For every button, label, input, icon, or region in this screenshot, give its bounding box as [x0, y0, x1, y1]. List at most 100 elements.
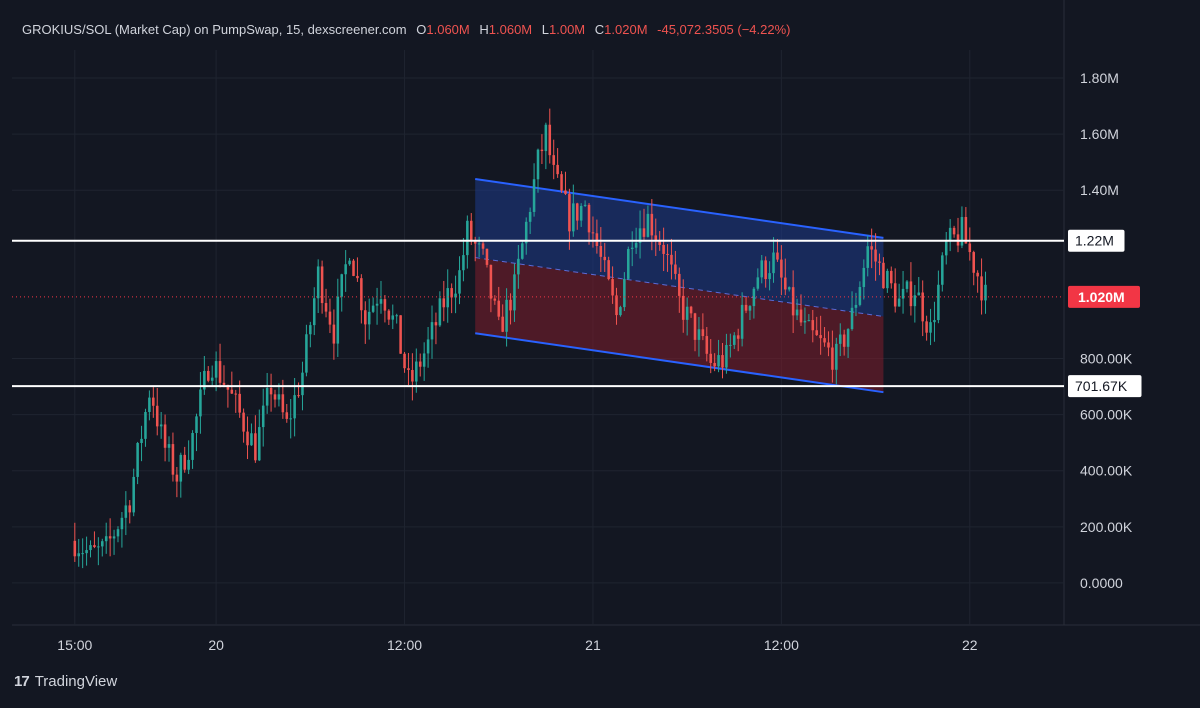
candle-body — [909, 281, 913, 307]
candle-body — [572, 203, 575, 232]
candle-body — [521, 243, 524, 259]
candle-body — [191, 432, 194, 460]
candle-body — [587, 204, 591, 233]
candle-body — [897, 298, 901, 307]
candle-body — [403, 353, 406, 369]
candle-body — [952, 227, 956, 235]
brand-label: TradingView — [34, 673, 118, 690]
candle-body — [218, 361, 222, 383]
candle-body — [540, 149, 544, 152]
candle-body — [901, 288, 905, 299]
candle-body — [850, 307, 854, 330]
candle-body — [964, 217, 968, 244]
candle-body — [583, 204, 587, 206]
candle-body — [917, 292, 921, 296]
candle-body — [619, 307, 622, 316]
candle-body — [375, 303, 379, 306]
candle-body — [320, 266, 324, 304]
candle-body — [795, 309, 799, 316]
candle-body — [152, 397, 155, 406]
candle-body — [120, 517, 124, 530]
candle-body — [882, 262, 885, 289]
candle-body — [732, 335, 736, 345]
candle-body — [842, 334, 846, 347]
candle-body — [328, 311, 332, 325]
candle-body — [360, 278, 363, 311]
candle-body — [709, 353, 712, 363]
candle-body — [222, 382, 226, 385]
candle-body — [497, 300, 501, 317]
candle-body — [332, 324, 336, 344]
candle-body — [634, 242, 638, 248]
candle-body — [886, 270, 889, 289]
current-price-tag-label: 1.020M — [1078, 289, 1125, 305]
candle-body — [819, 335, 822, 339]
candle-body — [418, 361, 422, 367]
candle-body — [874, 249, 877, 262]
candle-body — [556, 164, 559, 175]
candle-body — [415, 361, 418, 382]
candle-body — [438, 298, 442, 326]
y-tick-label: 200.00K — [1080, 519, 1133, 535]
candle-body — [948, 227, 952, 241]
candle-body — [269, 387, 273, 395]
candle-body — [450, 288, 453, 298]
candle-body — [776, 252, 779, 260]
candle-body — [890, 270, 893, 284]
candle-body — [740, 304, 744, 339]
candle-body — [210, 377, 214, 381]
candle-body — [854, 304, 858, 308]
candle-body — [666, 253, 669, 255]
candle-body — [528, 211, 532, 222]
candle-body — [575, 203, 579, 221]
candle-body — [336, 296, 340, 344]
candle-body — [693, 313, 697, 340]
candle-body — [509, 299, 512, 311]
candle-body — [81, 553, 84, 555]
candle-body — [697, 329, 701, 340]
x-tick-label: 12:00 — [387, 637, 422, 653]
candle-body — [552, 155, 555, 165]
candle-body — [960, 217, 964, 246]
candle-body — [261, 405, 265, 428]
candle-body — [607, 260, 610, 280]
candle-body — [736, 335, 740, 339]
candle-body — [407, 368, 410, 370]
price-line-tag-label: 1.22M — [1075, 233, 1114, 249]
candle-body — [678, 273, 681, 296]
candle-body — [831, 347, 834, 370]
candle-body — [254, 433, 257, 461]
y-tick-label: 0.0000 — [1080, 575, 1123, 591]
candle-body — [285, 412, 289, 419]
candle-body — [364, 310, 367, 325]
candle-body — [595, 233, 599, 247]
candle-body — [430, 322, 434, 340]
candle-body — [473, 241, 477, 244]
candle-body — [827, 342, 830, 348]
y-tick-label: 1.80M — [1080, 70, 1119, 86]
candle-body — [599, 246, 603, 257]
candle-body — [391, 315, 395, 320]
candle-body — [387, 310, 391, 320]
tradingview-brand[interactable]: 17 TradingView — [14, 673, 117, 690]
ohlc-legend: GROKIUS/SOL (Market Cap) on PumpSwap, 15… — [22, 22, 791, 37]
candle-body — [976, 272, 979, 277]
candle-body — [568, 193, 571, 232]
candle-body — [870, 246, 873, 250]
candle-body — [422, 353, 426, 367]
candle-body — [937, 284, 940, 321]
candle-body — [591, 232, 595, 234]
candle-body — [371, 305, 375, 312]
candle-body — [89, 545, 92, 551]
candle-body — [501, 316, 504, 332]
candle-body — [650, 213, 654, 236]
candle-body — [905, 281, 909, 289]
channel-upper-line — [475, 178, 884, 239]
candle-body — [560, 174, 563, 191]
candle-body — [980, 276, 983, 301]
candle-body — [195, 416, 198, 433]
candle-body — [748, 306, 752, 311]
candle-body — [159, 424, 163, 427]
